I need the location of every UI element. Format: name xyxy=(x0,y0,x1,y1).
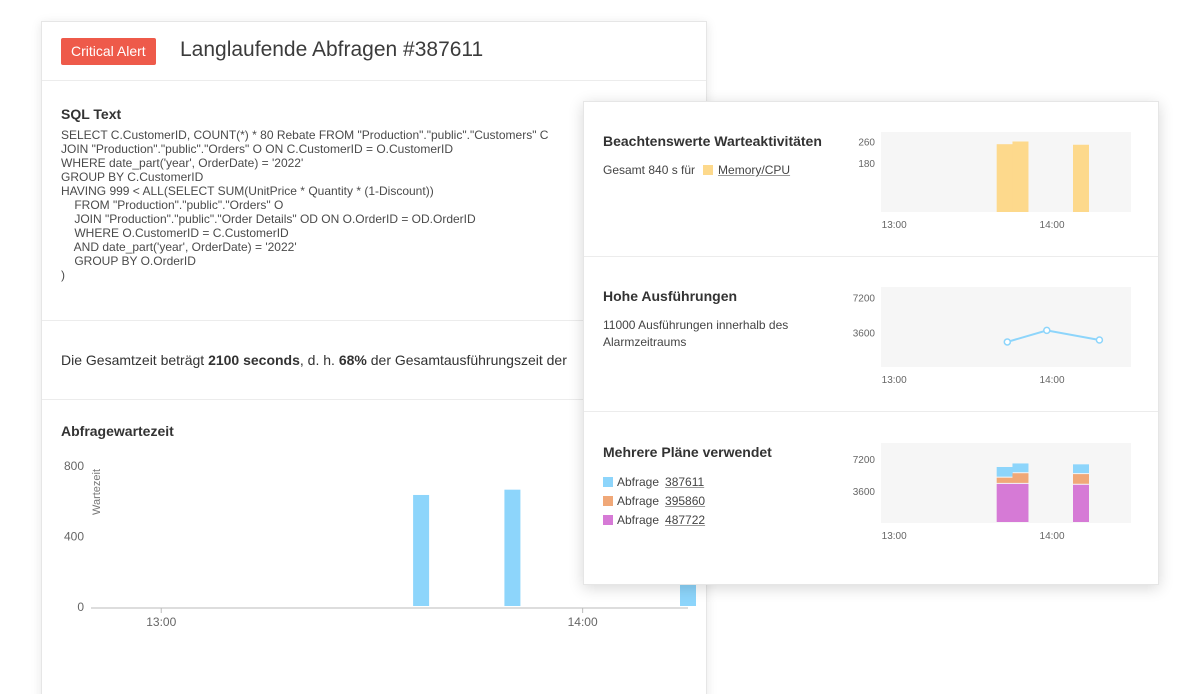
query-link-395860[interactable]: 395860 xyxy=(665,494,706,508)
sql-line: JOIN "Production"."public"."Orders" O ON… xyxy=(61,142,453,156)
y-tick-label: 3600 xyxy=(853,487,876,498)
summary-prefix: Die Gesamtzeit beträgt xyxy=(61,352,209,368)
wait-activity-bar xyxy=(996,144,1013,212)
plan-bar-segment xyxy=(1073,484,1089,522)
y-tick-label: 400 xyxy=(64,530,84,544)
plan-bar-segment xyxy=(1073,464,1089,474)
plan-bar-segment xyxy=(996,483,1013,522)
executions-point xyxy=(1003,338,1012,346)
plan-bar-segment xyxy=(1012,473,1029,483)
plans-legend: Abfrage 387611 Abfrage 395860 Abfrage 48772… xyxy=(603,473,705,530)
executions-point xyxy=(1095,336,1104,344)
critical-alert-badge: Critical Alert xyxy=(61,38,156,65)
sql-line: AND date_part('year', OrderDate) = '2022… xyxy=(61,240,297,254)
sql-line: JOIN "Production"."public"."Order Detail… xyxy=(61,212,476,226)
sql-section: SQL Text SELECT C.CustomerID, COUNT(*) *… xyxy=(42,81,706,321)
y-tick-label: 7200 xyxy=(853,455,876,466)
sql-code-block[interactable]: SELECT C.CustomerID, COUNT(*) * 80 Rebat… xyxy=(61,128,548,282)
sql-line: WHERE O.CustomerID = C.CustomerID xyxy=(61,226,289,240)
y-tick-label: 800 xyxy=(64,459,84,473)
wait-chart-title: Abfragewartezeit xyxy=(61,423,174,439)
wait-activity-bar xyxy=(1012,141,1029,212)
executions-point xyxy=(1043,326,1051,335)
wait-activity-title: Beachtenswerte Warteaktivitäten xyxy=(603,133,822,149)
memory-cpu-swatch xyxy=(703,165,714,175)
x-tick-label: 13:00 xyxy=(882,375,907,386)
wait-bar xyxy=(413,494,430,606)
wait-activity-bar xyxy=(1073,144,1089,212)
legend-label: Abfrage xyxy=(617,475,660,489)
legend-label: Abfrage xyxy=(617,494,660,508)
executions-desc: 11000 Ausführungen innerhalb des Alarmze… xyxy=(603,318,789,349)
panel-plans: Mehrere Pläne verwendet Abfrage 387611 Ab… xyxy=(584,413,1158,568)
sql-line: GROUP BY C.CustomerID xyxy=(61,170,204,184)
summary-percent: 68% xyxy=(338,352,367,368)
y-axis-label: Wartezeit xyxy=(91,469,103,515)
y-tick-label: 0 xyxy=(77,600,84,614)
y-tick-label: 3600 xyxy=(853,328,876,339)
summary-text: Die Gesamtzeit beträgt 2100 seconds, d. … xyxy=(61,352,567,368)
legend-swatch xyxy=(603,477,613,487)
legend-label: Abfrage xyxy=(617,513,660,527)
sql-line: ) xyxy=(61,268,65,282)
sql-line: WHERE date_part('year', OrderDate) = '20… xyxy=(61,156,304,170)
insights-card: Beachtenswerte Warteaktivitäten Gesamt 8… xyxy=(583,101,1159,585)
sql-line: HAVING 999 < ALL(SELECT SUM(UnitPrice * … xyxy=(61,184,434,198)
summary-suffix: der Gesamtausführungszeit der xyxy=(366,352,567,368)
x-tick-label: 14:00 xyxy=(1040,375,1065,386)
summary-middle: , d. h. xyxy=(299,352,339,368)
wait-activity-desc-text: Gesamt 840 s für xyxy=(603,163,696,177)
legend-item-487722: Abfrage 487722 xyxy=(603,511,705,530)
legend-item-395860: Abfrage 395860 xyxy=(603,492,705,511)
executions-title: Hohe Ausführungen xyxy=(603,288,738,304)
y-tick-label: 7200 xyxy=(853,294,876,305)
sql-line: FROM "Production"."public"."Orders" O xyxy=(61,198,284,212)
plan-bar-segment xyxy=(1073,474,1089,484)
y-tick-label: 260 xyxy=(858,137,875,148)
sql-line: GROUP BY O.OrderID xyxy=(61,254,196,268)
query-link-487722[interactable]: 487722 xyxy=(665,513,706,527)
panel-wait-activity: Beachtenswerte Warteaktivitäten Gesamt 8… xyxy=(584,102,1158,257)
legend-swatch xyxy=(603,515,613,525)
panel-executions: Hohe Ausführungen 11000 Ausführungen inn… xyxy=(584,257,1158,412)
plan-bar-segment xyxy=(996,477,1013,483)
x-tick-label: 14:00 xyxy=(1040,220,1065,231)
wait-activity-desc: Gesamt 840 s für Memory/CPU xyxy=(603,162,790,179)
sql-line: SELECT C.CustomerID, COUNT(*) * 80 Rebat… xyxy=(61,128,549,142)
summary-section: Die Gesamtzeit beträgt 2100 seconds, d. … xyxy=(42,321,706,400)
x-tick-label: 14:00 xyxy=(568,615,598,629)
y-tick-label: 180 xyxy=(858,159,875,170)
query-link-387611[interactable]: 387611 xyxy=(665,475,705,489)
alert-header: Critical Alert Langlaufende Abfragen #38… xyxy=(42,22,706,81)
plan-bar-segment xyxy=(1012,463,1029,473)
chart-background xyxy=(881,287,1131,367)
legend-item-387611: Abfrage 387611 xyxy=(603,473,705,492)
plan-bar-segment xyxy=(996,467,1013,477)
x-tick-label: 13:00 xyxy=(146,615,176,629)
memory-cpu-link[interactable]: Memory/CPU xyxy=(718,163,791,177)
alert-title: Langlaufende Abfragen #387611 xyxy=(180,38,484,61)
x-tick-label: 13:00 xyxy=(882,220,907,231)
sql-title: SQL Text xyxy=(61,106,122,122)
x-tick-label: 14:00 xyxy=(1040,531,1065,542)
plans-title: Mehrere Pläne verwendet xyxy=(603,444,772,460)
summary-total-time: 2100 seconds xyxy=(208,352,300,368)
x-tick-label: 13:00 xyxy=(882,531,907,542)
legend-swatch xyxy=(603,496,613,506)
plan-bar-segment xyxy=(1012,483,1029,522)
wait-bar xyxy=(504,489,521,606)
